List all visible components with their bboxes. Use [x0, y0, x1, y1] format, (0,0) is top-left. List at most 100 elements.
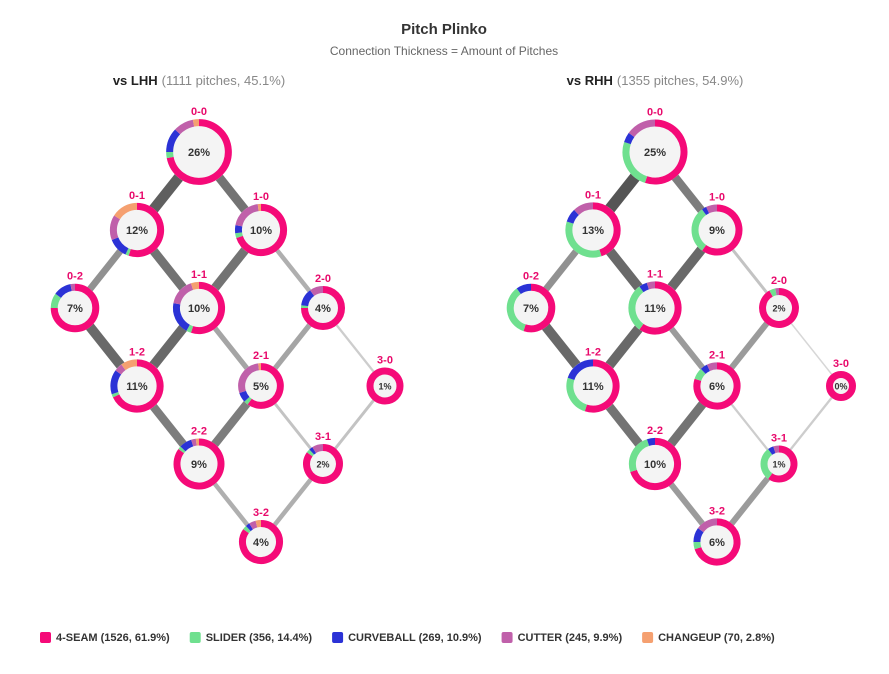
legend-label: 4-SEAM (1526, 61.9%): [56, 632, 170, 644]
node-pct: 6%: [709, 537, 725, 549]
mix-arc: [312, 450, 314, 452]
legend: 4-SEAM (1526, 61.9%) SLIDER (356, 14.4%) C…: [40, 632, 775, 644]
mix-arc: [771, 292, 776, 294]
node: 4%2-0: [301, 273, 345, 330]
count-label: 0-2: [67, 271, 83, 283]
node-pct: 10%: [188, 303, 210, 315]
mix-arc: [54, 296, 58, 308]
node-pct: 7%: [67, 303, 83, 315]
count-label: 1-0: [709, 191, 725, 203]
node-pct: 13%: [582, 225, 604, 237]
legend-swatch: [502, 632, 513, 643]
node-pct: 2%: [316, 459, 329, 469]
mix-arc: [314, 448, 323, 451]
mix-arc: [697, 542, 698, 548]
mix-arc: [115, 393, 116, 396]
subtitle: Connection Thickness = Amount of Pitches: [330, 44, 558, 58]
node-pct: 9%: [191, 459, 207, 471]
mix-arc: [243, 392, 247, 399]
panel-subtitle: (1111 pitches, 45.1%): [162, 73, 286, 88]
mix-arc: [704, 210, 708, 212]
node-pct: 25%: [644, 147, 666, 159]
node: 2% 2-0: [759, 275, 799, 328]
count-label: 1-2: [129, 346, 145, 358]
mix-arc: [239, 233, 240, 237]
node: 6% 2-1: [693, 349, 740, 409]
count-label: 3-1: [315, 431, 331, 443]
mix-arc: [192, 285, 199, 286]
node: 5%2-1: [238, 350, 284, 409]
panel-header: vs LHH(1111 pitches, 45.1%): [113, 73, 285, 88]
legend-label: CHANGEUP (70, 2.8%): [658, 632, 775, 644]
legend-label: CURVEBALL (269, 10.9%): [348, 632, 482, 644]
mix-arc: [627, 135, 631, 143]
mix-arc: [648, 285, 655, 286]
mix-arc: [256, 524, 261, 525]
node: 2% 3-1: [303, 431, 343, 484]
node-pct: 4%: [315, 303, 331, 315]
node-pct: 1%: [378, 381, 391, 391]
mix-arc: [192, 442, 196, 443]
count-label: 1-1: [647, 268, 663, 280]
node-pct: 2%: [772, 303, 785, 313]
mix-arc: [181, 449, 183, 451]
node: 25% 0-0: [623, 106, 688, 184]
mix-arc: [118, 367, 123, 372]
node: 7% 0-2: [51, 271, 100, 333]
node: 1%3-1: [761, 432, 798, 482]
legend-label: SLIDER (356, 14.4%): [206, 632, 313, 644]
node: 4% 3-2: [239, 507, 283, 564]
legend-swatch: [40, 632, 51, 643]
mix-arc: [248, 526, 251, 528]
mix-arc: [113, 217, 117, 238]
node-pct: 6%: [709, 381, 725, 393]
count-label: 1-0: [253, 191, 269, 203]
node: 1% 3-0: [367, 354, 404, 404]
mix-arc: [697, 530, 701, 542]
mix-arc: [194, 123, 199, 124]
count-label: 1-2: [585, 346, 601, 358]
count-label: 0-0: [647, 106, 663, 118]
node-pct: 11%: [582, 381, 604, 393]
node-pct: 10%: [644, 459, 666, 471]
node-pct: 10%: [250, 225, 272, 237]
mix-arc: [188, 328, 192, 330]
mix-arc: [770, 450, 774, 452]
node-pct: 11%: [644, 303, 666, 315]
count-label: 2-2: [647, 425, 663, 437]
legend-swatch: [190, 632, 201, 643]
panel-title: vs RHH: [567, 73, 613, 88]
count-label: 2-0: [771, 275, 787, 287]
mix-arc: [641, 286, 647, 289]
count-label: 3-2: [709, 505, 725, 517]
node-pct: 7%: [523, 303, 539, 315]
mix-arc: [703, 368, 708, 372]
node: 26% 0-0: [166, 106, 232, 185]
count-label: 3-2: [253, 507, 269, 519]
mix-arc: [170, 152, 171, 157]
count-label: 0-0: [191, 106, 207, 118]
panel-subtitle: (1355 pitches, 54.9%): [617, 73, 743, 88]
count-label: 0-2: [523, 271, 539, 283]
node-pct: 4%: [253, 537, 269, 549]
mix-arc: [519, 287, 531, 291]
node: 6% 3-2: [693, 505, 740, 565]
node-pct: 1%: [772, 459, 785, 469]
mix-arc: [648, 441, 655, 442]
count-label: 0-1: [129, 190, 145, 202]
panel-header: vs RHH (1355 pitches, 54.9%): [567, 73, 744, 88]
count-label: 3-0: [377, 354, 393, 366]
node: 7% 0-2: [507, 271, 556, 333]
node-pct: 9%: [709, 225, 725, 237]
mix-arc: [127, 251, 130, 252]
mix-arc: [708, 366, 717, 368]
count-label: 2-1: [253, 350, 269, 362]
mix-arc: [246, 529, 248, 532]
node-pct: 12%: [126, 225, 148, 237]
count-label: 2-1: [709, 349, 725, 361]
node: 0%3-0: [826, 358, 856, 401]
node-pct: 26%: [188, 147, 210, 159]
count-label: 2-2: [191, 425, 207, 437]
mix-arc: [774, 449, 779, 450]
